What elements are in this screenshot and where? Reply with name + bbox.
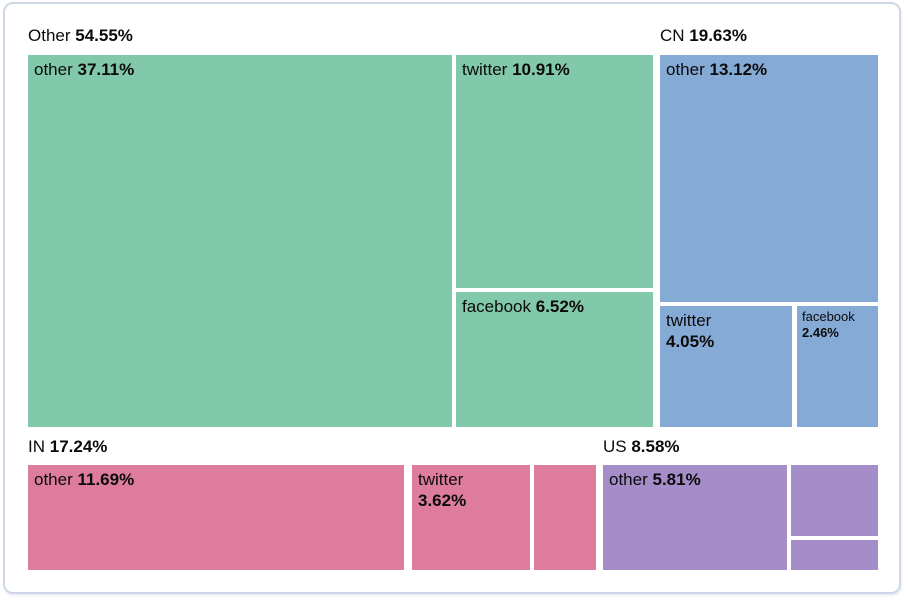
cell-label: twitter 3.62% <box>412 465 530 516</box>
cell-label: other 37.11% <box>28 55 452 84</box>
cell-value: 37.11% <box>77 60 135 79</box>
cell-value: 4.05% <box>666 332 715 352</box>
group-header-us: US 8.58% <box>603 437 680 457</box>
cell-name: twitter <box>418 470 464 489</box>
group-header-other: Other 54.55% <box>28 26 133 46</box>
cell-value: 5.81% <box>652 470 701 489</box>
cell-label: other 13.12% <box>660 55 878 84</box>
group-value: 8.58% <box>631 437 680 456</box>
cell-value: 13.12% <box>709 60 768 79</box>
treemap-cell-in-unlabeled-3[interactable] <box>534 465 596 570</box>
cell-label: other 5.81% <box>603 465 787 494</box>
cell-name: other <box>34 470 78 489</box>
cell-label: twitter 4.05% <box>660 306 792 357</box>
treemap-cell-other-facebook[interactable]: facebook 6.52% <box>456 292 653 427</box>
treemap-cell-cn-other[interactable]: other 13.12% <box>660 55 878 302</box>
cell-label: facebook 6.52% <box>456 292 653 321</box>
cell-value: 2.46% <box>802 325 839 341</box>
cell-name: twitter <box>462 60 513 79</box>
group-value: 54.55% <box>75 26 133 45</box>
group-header-cn: CN 19.63% <box>660 26 747 46</box>
treemap-cell-us-unlabeled-3[interactable] <box>791 540 878 570</box>
treemap-cell-cn-facebook[interactable]: facebook 2.46% <box>797 306 878 427</box>
treemap-cell-in-twitter[interactable]: twitter 3.62% <box>412 465 530 570</box>
cell-name: facebook <box>462 297 536 316</box>
cell-value: 10.91% <box>512 60 570 79</box>
cell-label: twitter 10.91% <box>456 55 653 84</box>
treemap-cell-us-other[interactable]: other 5.81% <box>603 465 787 570</box>
treemap-cell-in-other[interactable]: other 11.69% <box>28 465 404 570</box>
cell-name: facebook <box>802 309 855 324</box>
cell-label: facebook 2.46% <box>797 306 878 345</box>
cell-value: 11.69% <box>77 470 135 489</box>
treemap-cell-other-twitter[interactable]: twitter 10.91% <box>456 55 653 288</box>
group-name: CN <box>660 26 690 45</box>
cell-label: other 11.69% <box>28 465 404 494</box>
group-name: US <box>603 437 632 456</box>
treemap-cell-us-unlabeled-2[interactable] <box>791 465 878 536</box>
cell-name: twitter <box>666 311 712 330</box>
group-value: 17.24% <box>49 437 108 456</box>
cell-name: other <box>666 60 710 79</box>
cell-value: 3.62% <box>418 491 467 511</box>
group-name: Other <box>28 26 76 45</box>
cell-name: other <box>609 470 653 489</box>
treemap-cell-cn-twitter[interactable]: twitter 4.05% <box>660 306 792 427</box>
cell-value: 6.52% <box>535 297 584 316</box>
group-value: 19.63% <box>689 26 747 45</box>
treemap-cell-other-other[interactable]: other 37.11% <box>28 55 452 427</box>
group-header-in: IN 17.24% <box>28 437 107 457</box>
cell-name: other <box>34 60 78 79</box>
group-name: IN <box>28 437 50 456</box>
